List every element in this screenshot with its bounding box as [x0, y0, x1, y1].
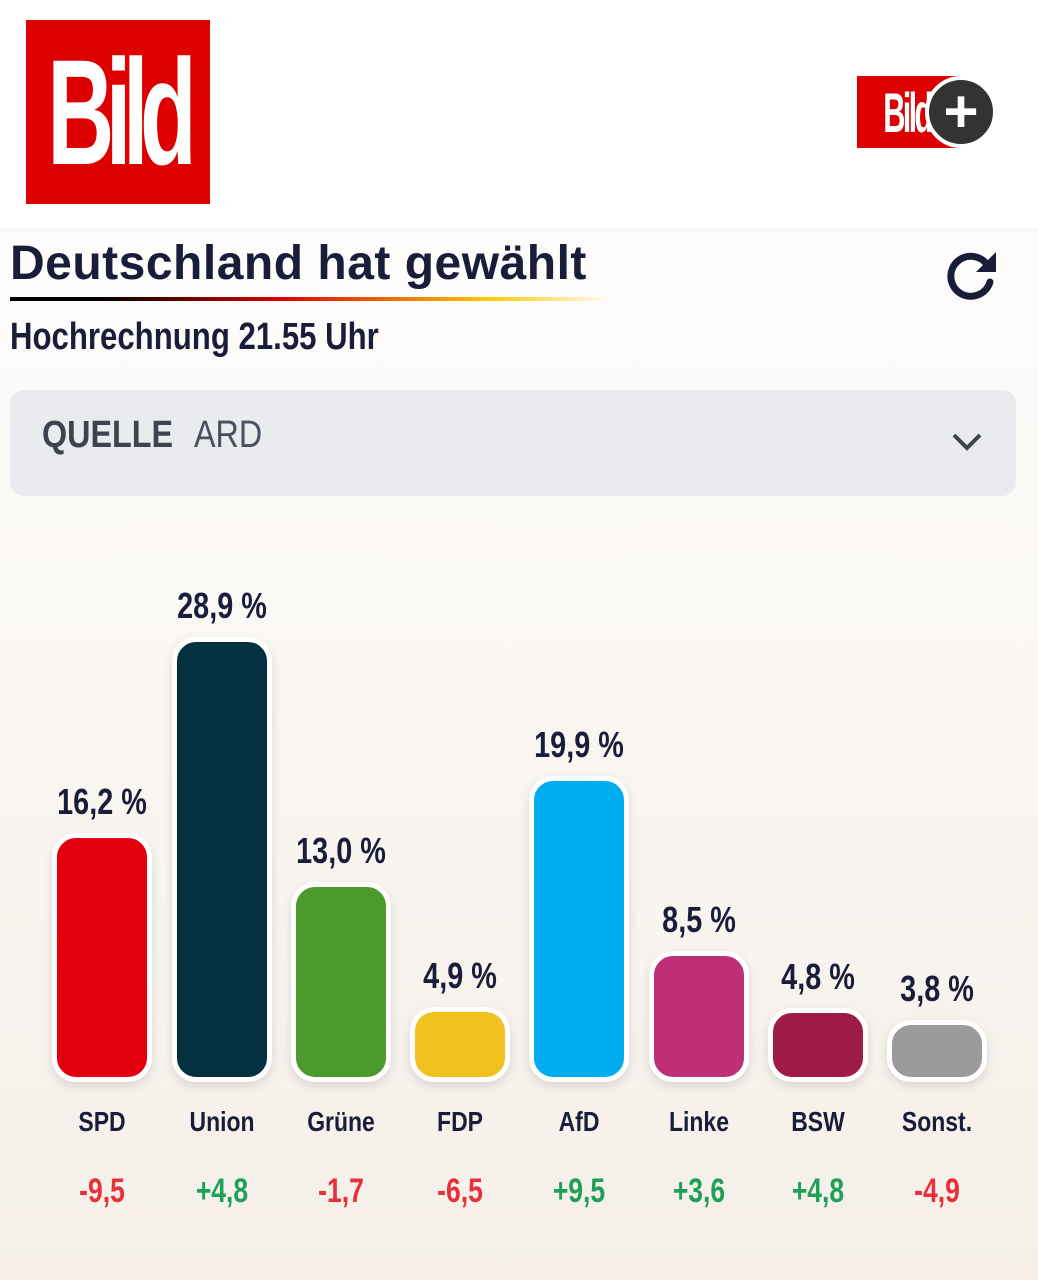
bar-0[interactable] — [52, 832, 152, 1082]
bar-3[interactable] — [410, 1006, 510, 1082]
bild-plus-logo[interactable]: Bild + — [857, 76, 999, 148]
party-label: FDP — [437, 1106, 483, 1137]
value-label: 13,0 % — [296, 829, 386, 871]
change-label: -4,9 — [914, 1172, 960, 1210]
subtitle: Hochrechnung 21.55 Uhr — [10, 316, 379, 358]
change-label: +3,6 — [672, 1172, 726, 1210]
bild-logo[interactable]: Bild — [26, 20, 210, 204]
value-label: 16,2 % — [57, 780, 147, 822]
value-label: 28,9 % — [177, 584, 267, 626]
value-label: 4,8 % — [781, 956, 855, 998]
chevron-down-icon — [952, 433, 982, 451]
bar-4[interactable] — [529, 775, 629, 1082]
bar-2[interactable] — [291, 881, 391, 1082]
change-label: -6,5 — [437, 1172, 483, 1210]
plus-icon: + — [925, 76, 997, 148]
party-label: Grüne — [307, 1106, 375, 1137]
bar-5[interactable] — [649, 951, 749, 1082]
bar-chart: 16,2 % SPD -9,5 28,9 % Union +4,8 13,0 % Grüne -… — [0, 560, 1038, 1240]
source-label: QUELLE — [42, 414, 174, 456]
party-label: Union — [189, 1106, 255, 1137]
change-label: -9,5 — [79, 1172, 125, 1210]
party-label: Sonst. — [901, 1106, 973, 1137]
party-label: SPD — [78, 1106, 126, 1137]
bar-6[interactable] — [768, 1008, 868, 1082]
change-label: +4,8 — [791, 1172, 845, 1210]
party-label: BSW — [791, 1106, 845, 1137]
change-label: -1,7 — [318, 1172, 364, 1210]
source-select[interactable]: QUELLE ARD — [10, 390, 1016, 496]
change-label: +4,8 — [195, 1172, 249, 1210]
value-label: 4,9 % — [423, 954, 497, 996]
value-label: 19,9 % — [534, 723, 624, 765]
bar-7[interactable] — [887, 1020, 987, 1082]
bar-1[interactable] — [172, 636, 272, 1082]
party-label: AfD — [558, 1106, 600, 1137]
value-label: 8,5 % — [662, 899, 736, 941]
change-label: +9,5 — [552, 1172, 606, 1210]
page-title: Deutschland hat gewählt — [10, 237, 587, 290]
refresh-icon[interactable] — [940, 244, 1002, 306]
header: Bild Bild + — [0, 0, 1038, 228]
flag-gradient-divider — [10, 297, 610, 301]
source-value: ARD — [194, 414, 263, 456]
party-label: Linke — [669, 1106, 729, 1137]
value-label: 3,8 % — [900, 968, 974, 1009]
